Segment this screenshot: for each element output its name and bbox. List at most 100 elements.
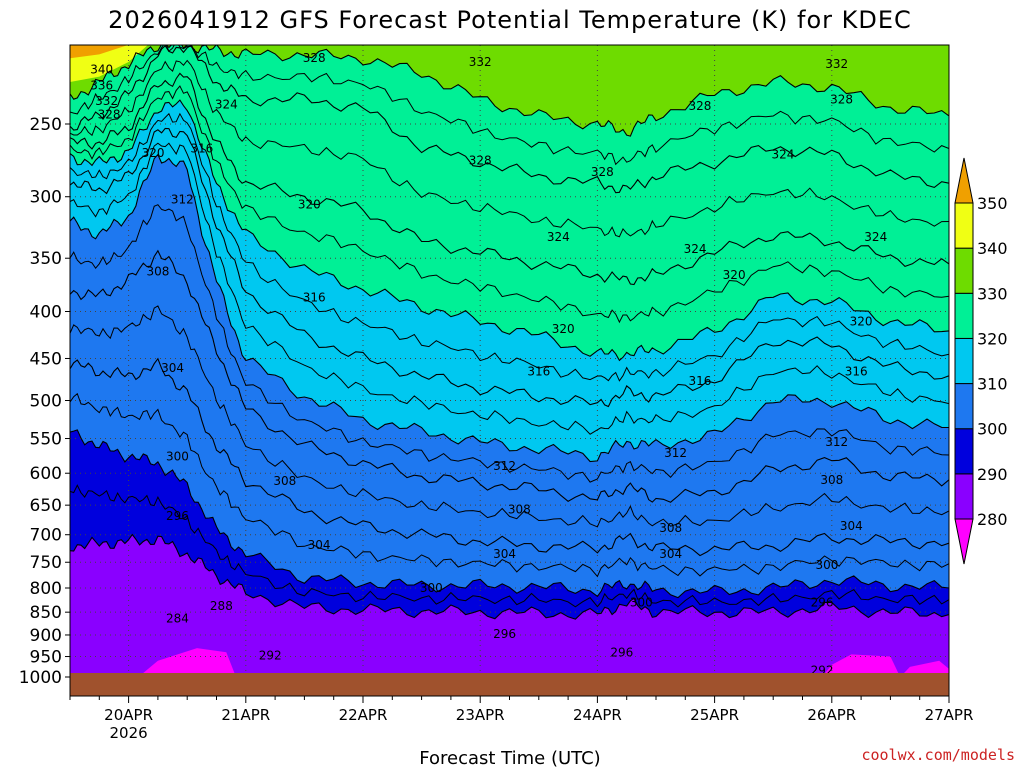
contour-label: 304 (840, 519, 863, 533)
contour-label: 300 (420, 581, 443, 595)
contour-label: 316 (688, 374, 711, 388)
contour-label: 324 (547, 230, 570, 244)
contour-302 (70, 392, 949, 578)
contour-332 (70, 45, 949, 137)
colorbar-tick-label: 350 (977, 194, 1008, 213)
contour-label: 328 (303, 51, 326, 65)
contour-label: 328 (830, 92, 853, 106)
ground-surface (70, 673, 949, 696)
contour-308 (70, 249, 949, 503)
contour-304 (70, 357, 949, 557)
x-tick-label: 25APR (690, 706, 739, 724)
y-tick-label: 700 (30, 526, 62, 546)
contour-label: 328 (98, 107, 121, 121)
colorbar-tick-label: 280 (977, 510, 1008, 529)
contour-label: 308 (820, 473, 843, 487)
cold-pool-1 (822, 654, 901, 677)
y-tick-label: 850 (30, 603, 62, 623)
contour-300 (70, 429, 949, 599)
contour-label: 296 (166, 509, 189, 523)
colorbar: 280 290 300 310 320 330 340 350 (954, 157, 1008, 565)
contour-label: 336 (90, 79, 113, 93)
cold-pool-0 (138, 648, 236, 677)
contour-label: 320 (142, 146, 165, 160)
y-tick-label: 500 (30, 392, 62, 412)
contour-label: 304 (161, 361, 184, 375)
contour-label: 340 (90, 62, 113, 76)
x-tick-label: 20APR (104, 706, 153, 724)
contour-label: 312 (664, 446, 687, 460)
colorbar-segment-340 (954, 202, 974, 249)
contour-label: 284 (166, 612, 189, 626)
chart-title: 2026041912 GFS Forecast Potential Temper… (108, 6, 912, 34)
contour-label: 308 (508, 502, 531, 516)
band-above-332 (70, 45, 949, 137)
contour-310 (70, 204, 949, 483)
contour-label: 328 (688, 99, 711, 113)
x-tick-label: 22APR (339, 706, 388, 724)
contour-label: 320 (298, 198, 321, 212)
x-tick-label: 24APR (573, 706, 622, 724)
contour-label: 316 (845, 365, 868, 379)
y-axis: 250 300 350 400 450 500 550 600 650 700 750 800 850 9… (19, 115, 70, 688)
x-tick-label: 26APR (807, 706, 856, 724)
y-tick-label: 1000 (19, 668, 62, 688)
colorbar-tick-label: 310 (977, 375, 1008, 394)
contour-330 (70, 45, 949, 166)
x-axis-label: Forecast Time (UTC) (419, 748, 600, 768)
contour-298 (70, 484, 949, 608)
y-tick-label: 350 (30, 249, 62, 269)
contour-label: 312 (493, 459, 516, 473)
contour-label: 324 (684, 242, 707, 256)
x-tick-label: 27APR (925, 706, 974, 724)
contour-label: 308 (146, 265, 169, 279)
contour-label: 300 (166, 449, 189, 463)
x-tick-label: 23APR (456, 706, 505, 724)
band-above-350 (70, 45, 128, 59)
contour-322 (70, 85, 949, 324)
contour-label: 316 (527, 365, 550, 379)
contour-label: 296 (811, 596, 834, 610)
contour-318 (70, 112, 949, 382)
contour-label: 320 (723, 268, 746, 282)
y-tick-label: 550 (30, 430, 62, 450)
y-tick-label: 800 (30, 579, 62, 599)
grid-lines (70, 45, 949, 696)
x-tick-label: 21APR (221, 706, 270, 724)
y-tick-label: 250 (30, 115, 62, 135)
contour-label: 332 (825, 57, 848, 71)
contour-label: 296 (610, 645, 633, 659)
colorbar-segment-320 (954, 292, 974, 339)
contour-label: 292 (259, 649, 282, 663)
colorbar-over (954, 157, 974, 204)
colorbar-tick-label: 300 (977, 420, 1008, 439)
colorbar-tick-label: 340 (977, 239, 1008, 258)
contour-316 (70, 127, 949, 408)
colorbar-segment-330 (954, 247, 974, 294)
contour-328 (70, 45, 949, 194)
colorbar-segment-310 (954, 337, 974, 385)
contour-label: 324 (772, 148, 795, 162)
x-tick-sublabel: 2026 (110, 724, 148, 742)
contour-label: 304 (493, 547, 516, 561)
colorbar-tick-label: 320 (977, 329, 1008, 348)
y-tick-label: 450 (30, 349, 62, 369)
color-bands (70, 45, 949, 696)
colorbar-segment-300 (954, 383, 974, 430)
contour-label: 316 (190, 142, 213, 156)
y-tick-label: 400 (30, 302, 62, 322)
colorbar-tick-label: 290 (977, 465, 1008, 484)
contour-label: 332 (95, 94, 118, 108)
contour-label: 308 (273, 474, 296, 488)
contour-326 (70, 59, 949, 238)
contour-label: 320 (850, 314, 873, 328)
contour-314 (70, 142, 949, 435)
contour-label: 320 (552, 322, 575, 336)
y-tick-label: 600 (30, 464, 62, 484)
contour-lines (70, 45, 949, 620)
contour-label: 332 (469, 55, 492, 69)
colorbar-tick-label: 330 (977, 284, 1008, 303)
